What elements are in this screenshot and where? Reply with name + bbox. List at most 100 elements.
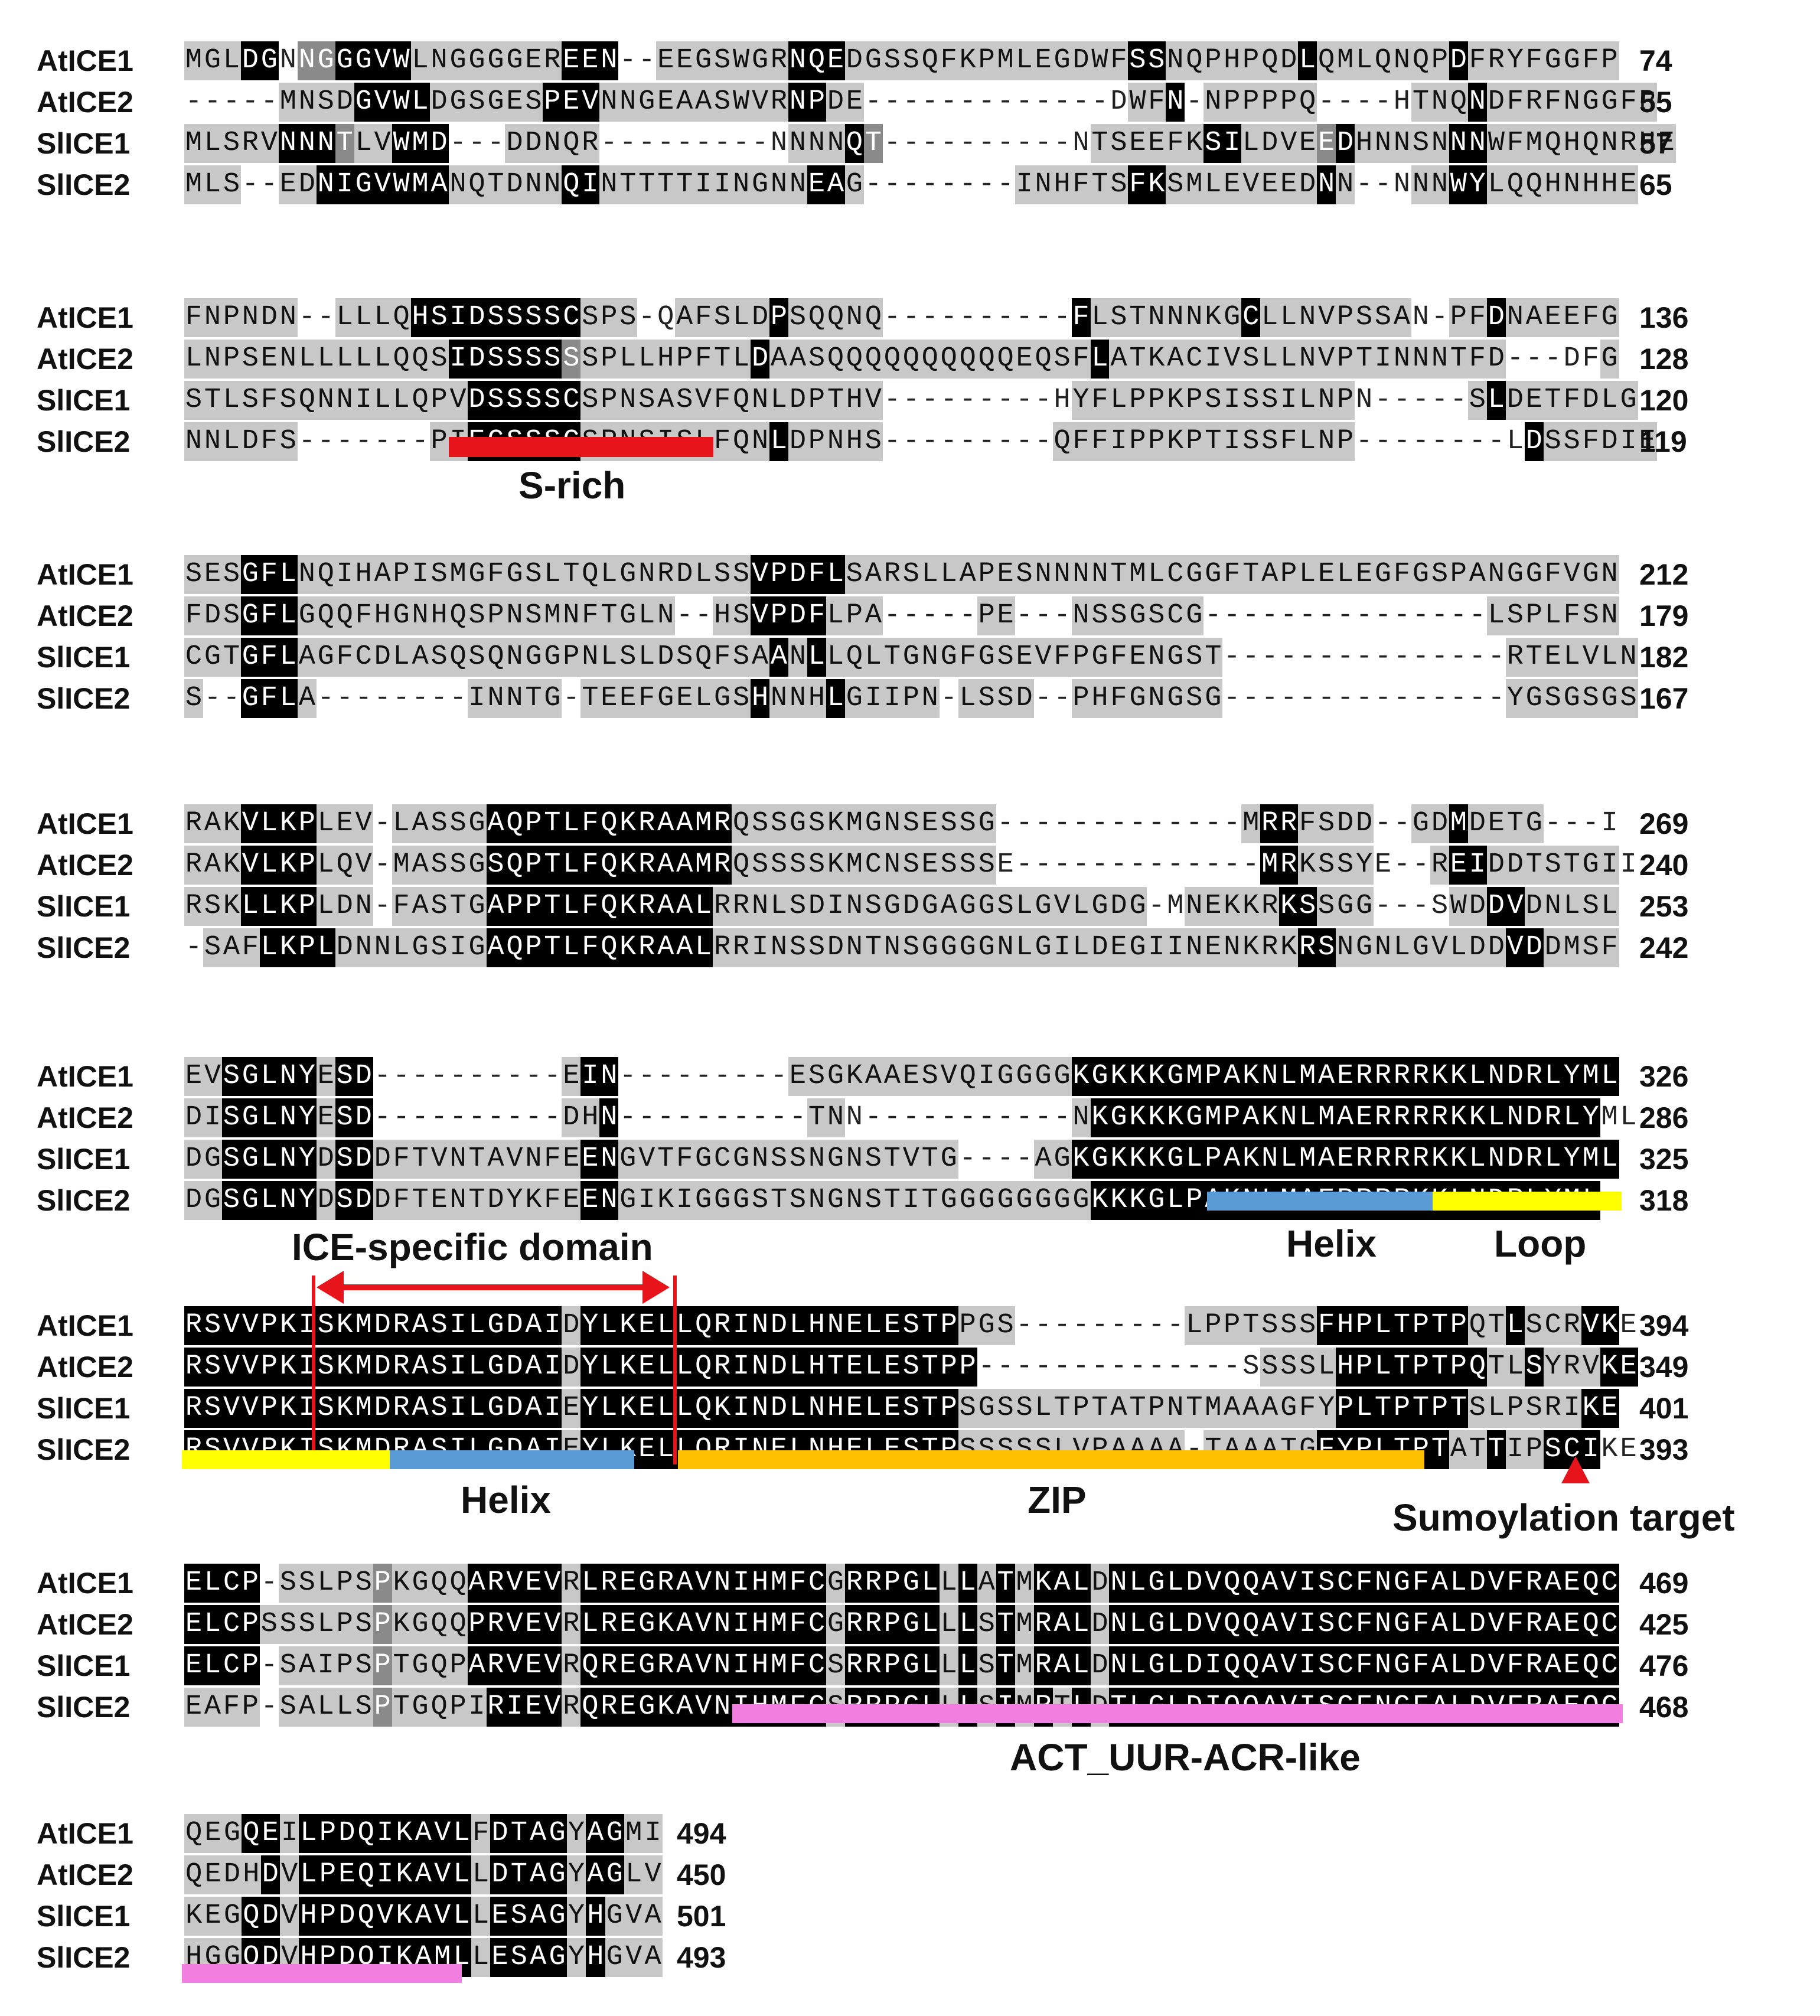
sequence-residues: EVSGLNYESD----------EIN---------ESGKAAES… (184, 1057, 1619, 1096)
sequence-name: AtICE1 (37, 44, 133, 77)
s-rich-label: S-rich (518, 464, 626, 507)
residue-end-number: 318 (1639, 1184, 1689, 1217)
sequence-residues: SESGFLNQIHAPISMGFGSLTQLGNRDLSSVPDFLSARSL… (184, 555, 1619, 594)
act-bar (732, 1704, 1623, 1723)
helix-bar-1 (1207, 1192, 1433, 1211)
sequence-residues: DGSGLNYDSDDFTVNTAVNFEENGVTFGCGNSSNGNSTVT… (184, 1140, 1619, 1179)
sequence-residues: FDSGFLGQQFHGNHQSPNSMNFTGLN--HSVPDFLPA---… (184, 596, 1619, 635)
sequence-name: SlICE2 (37, 1941, 131, 1974)
sequence-name: SlICE1 (37, 1143, 131, 1176)
residue-end-number: 493 (677, 1941, 726, 1974)
loop-bar-1 (1433, 1192, 1622, 1211)
sequence-name: AtICE1 (37, 558, 133, 591)
sequence-name: SlICE1 (37, 384, 131, 417)
residue-end-number: 179 (1639, 599, 1689, 632)
residue-end-number: 253 (1639, 890, 1689, 923)
residue-end-number: 240 (1639, 849, 1689, 882)
helix-label-1: Helix (1286, 1222, 1377, 1265)
sequence-residues: LNPSENLLLLLQQSIDSSSSSSPLLHPFTLDAASQQQQQQ… (184, 340, 1619, 379)
sequence-residues: RSVVPKISKMDRASILGDAIDYLKELLQRINDLHNELEST… (184, 1306, 1637, 1345)
residue-end-number: 167 (1639, 682, 1689, 715)
residue-end-number: 469 (1639, 1567, 1689, 1600)
s-rich-bar (449, 437, 713, 457)
loop-bar-2 (182, 1450, 390, 1469)
sequence-residues: ELCP-SSLPSPKGQQARVEVRLREGRAVNIHMFCGRRPGL… (184, 1564, 1619, 1603)
sequence-residues: FNPNDN--LLLQHSIDSSSSCSPS-QAFSLDPSQQNQ---… (184, 298, 1619, 337)
residue-end-number: 476 (1639, 1649, 1689, 1682)
sequence-name: AtICE2 (37, 599, 133, 632)
act-bar-continued (182, 1964, 462, 1983)
sequence-residues: RAKVLKPLEV-LASSGAQPTLFQKRAAMRQSSGSKMGNSE… (184, 804, 1619, 843)
residue-end-number: 128 (1639, 342, 1689, 376)
sequence-name: AtICE2 (37, 1350, 133, 1384)
zip-label: ZIP (1028, 1479, 1087, 1521)
sequence-name: SlICE2 (37, 931, 131, 964)
sequence-name: SlICE2 (37, 425, 131, 458)
sequence-name: AtICE2 (37, 342, 133, 376)
residue-end-number: 119 (1639, 425, 1687, 458)
zip-bar (678, 1450, 1424, 1469)
sequence-name: SlICE1 (37, 890, 131, 923)
residue-end-number: 182 (1639, 641, 1689, 674)
sequence-residues: ELCPSSSLPSPKGQQPRVEVRLREGKAVNIHMFCGRRPGL… (184, 1605, 1619, 1644)
sequence-name: SlICE2 (37, 1691, 131, 1724)
helix-bar-2 (390, 1450, 634, 1469)
residue-end-number: 57 (1639, 127, 1672, 160)
sequence-residues: KEGQDVHPDQVKAVLLESAGYHGVA (184, 1897, 663, 1936)
sequence-residues: NNLDFS-------PIEGSSSCSPNSISLFQNLDPNHS---… (184, 422, 1657, 461)
residue-end-number: 242 (1639, 931, 1689, 964)
residue-end-number: 74 (1639, 44, 1672, 77)
helix-label-2: Helix (461, 1479, 551, 1521)
residue-end-number: 394 (1639, 1309, 1689, 1342)
sequence-residues: MGLDGNNGGGVWLNGGGGEREEN--EEGSWGRNQEDGSSQ… (184, 41, 1619, 80)
sequence-residues: MLSRVNNNTLVWMD---DDNQR---------NNNNQT---… (184, 124, 1676, 163)
act-label: ACT_UUR-ACR-like (1010, 1736, 1361, 1779)
sequence-name: SlICE1 (37, 1392, 131, 1425)
residue-end-number: 325 (1639, 1143, 1689, 1176)
ice-domain-arrow (317, 1271, 670, 1304)
sequence-residues: -SAFLKPLDNNLGSIGAQPTLFQKRAALRRINSSDNTNSG… (184, 928, 1619, 967)
residue-end-number: 494 (677, 1817, 726, 1850)
sequence-name: AtICE2 (37, 86, 133, 119)
sequence-residues: QEGQEILPDQIKAVLFDTAGYAGMI (184, 1814, 663, 1853)
ice-domain-right-line (673, 1276, 677, 1464)
sequence-name: AtICE2 (37, 1101, 133, 1134)
sequence-name: AtICE1 (37, 1309, 133, 1342)
sequence-residues: MLS--EDNIGVWMANQTDNNQINTTTTIINGNNEAG----… (184, 165, 1638, 204)
sumoylation-label: Sumoylation target (1392, 1496, 1735, 1539)
sequence-name: AtICE2 (37, 1858, 133, 1891)
residue-end-number: 450 (677, 1858, 726, 1891)
residue-end-number: 326 (1639, 1060, 1689, 1093)
sequence-residues: DISGLNYESD----------DHN----------TNN----… (184, 1098, 1637, 1137)
sequence-name: SlICE1 (37, 1649, 131, 1682)
sequence-name: SlICE1 (37, 641, 131, 674)
sequence-name: SlICE2 (37, 682, 131, 715)
sequence-name: SlICE2 (37, 168, 131, 201)
residue-end-number: 120 (1639, 384, 1689, 417)
sequence-name: SlICE2 (37, 1184, 131, 1217)
residue-end-number: 425 (1639, 1608, 1689, 1641)
sequence-residues: DGSGLNYDSDDFTENTDYKFEENGIKIGGGSTSNGNSTIT… (184, 1181, 1619, 1220)
sequence-residues: QEDHDVLPEQIKAVLLDTAGYAGLV (184, 1855, 663, 1894)
sequence-name: AtICE2 (37, 849, 133, 882)
sequence-residues: RAKVLKPLQV-MASSGSQPTLFQKRAAMRQSSSSKMCNSE… (184, 846, 1637, 885)
sequence-residues: CGTGFLAGFCDLASQSQNGGPNLSLDSQFSAANLLQLTGN… (184, 638, 1638, 677)
residue-end-number: 393 (1639, 1433, 1689, 1466)
residue-end-number: 55 (1639, 86, 1672, 119)
residue-end-number: 468 (1639, 1691, 1689, 1724)
residue-end-number: 401 (1639, 1392, 1689, 1425)
residue-end-number: 269 (1639, 807, 1689, 840)
sequence-residues: RSVVPKISKMDRASILGDAIEYLKELLQKINDLNHELEST… (184, 1389, 1619, 1428)
sequence-residues: RSVVPKISKMDRASILGDAIDYLKELLQRINDLHTELEST… (184, 1348, 1638, 1387)
sequence-residues: STLSFSQNNILLQPVDSSSSCSPNSASVFQNLDPTHV---… (184, 381, 1638, 420)
sequence-name: AtICE1 (37, 807, 133, 840)
sequence-residues: RSKLLKPLDN-FASTGAPPTLFQKRAALRRNLSDINSGDG… (184, 887, 1619, 926)
sequence-name: AtICE1 (37, 1567, 133, 1600)
sequence-name: AtICE2 (37, 1608, 133, 1641)
sequence-name: AtICE1 (37, 1060, 133, 1093)
sequence-name: SlICE1 (37, 127, 131, 160)
sequence-residues: ELCP-SAIPSPTGQPARVEVRQREGRAVNIHMFCSRRPGL… (184, 1646, 1619, 1685)
ice-domain-label: ICE-specific domain (292, 1226, 653, 1268)
sequence-name: SlICE2 (37, 1433, 131, 1466)
